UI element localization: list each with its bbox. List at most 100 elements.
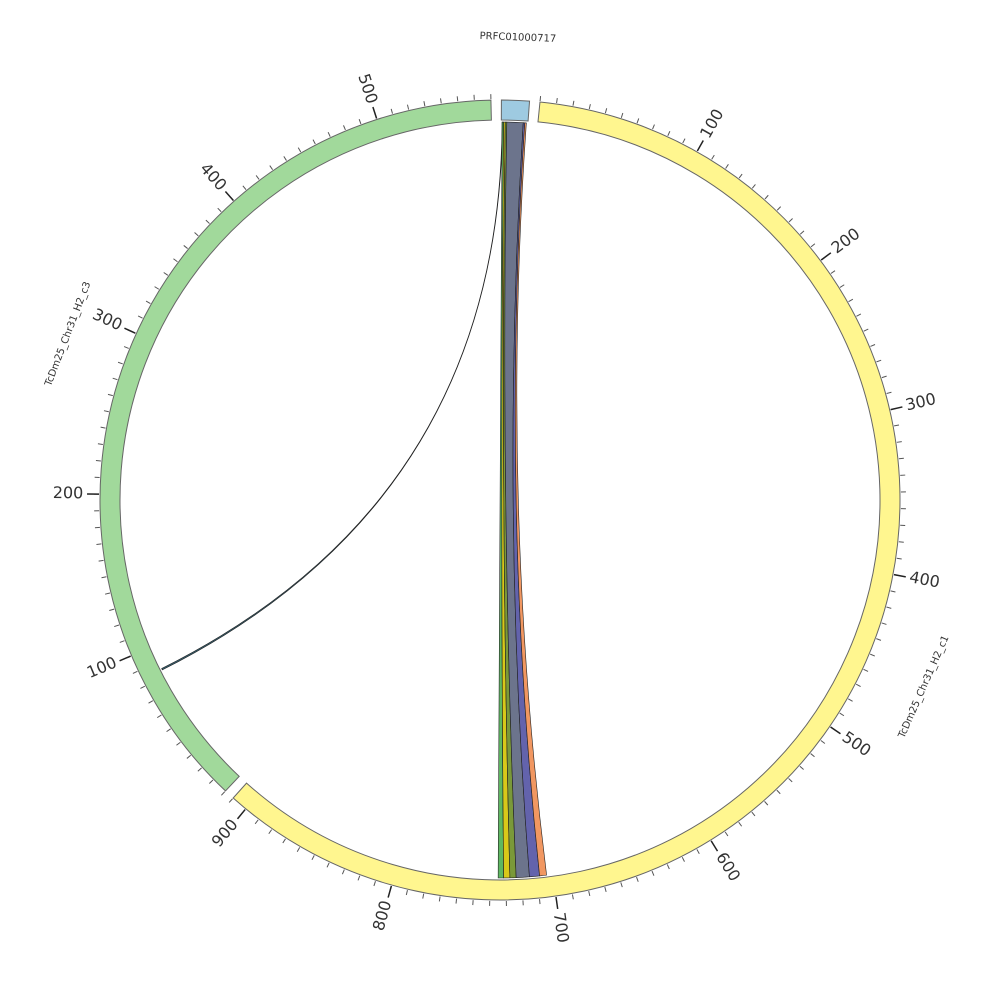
minor-tick [107,393,113,397]
tick-label: 200 [828,224,864,258]
major-tick [893,573,906,578]
minor-tick [205,219,210,224]
minor-tick [620,882,623,888]
minor-tick [881,375,887,379]
minor-tick [636,118,640,124]
minor-tick [297,147,302,153]
major-tick [372,106,378,119]
minor-tick [197,767,202,772]
tick-label: 400 [908,567,942,591]
minor-tick [438,896,441,902]
minor-tick [810,753,815,758]
minor-tick [209,779,214,784]
minor-tick [455,898,458,904]
minor-tick [820,740,826,744]
minor-tick [856,313,862,317]
major-tick [710,840,719,852]
minor-tick [620,112,624,118]
minor-tick [881,622,887,625]
minor-tick [228,798,233,803]
minor-tick [764,801,769,806]
major-tick [119,655,131,662]
tick-label: 400 [196,159,231,194]
minor-tick [311,855,315,861]
tick-label: 500 [354,71,381,106]
minor-tick [696,849,700,854]
segment-label: PRFC01000717 [479,31,556,45]
minor-tick [132,670,138,674]
minor-tick [326,862,330,868]
minor-tick [876,638,882,641]
tick-label: 800 [369,898,396,933]
minor-tick [788,218,793,223]
minor-tick [886,606,892,609]
major-tick [696,140,704,152]
link [161,121,503,671]
minor-tick [269,165,274,170]
minor-tick [96,543,102,545]
minor-tick [194,232,199,237]
major-tick [830,726,841,735]
tick-label: 100 [696,105,728,141]
tick-label: 300 [904,389,938,414]
minor-tick [114,624,120,628]
minor-tick [156,714,162,719]
minor-tick [572,100,575,106]
minor-tick [588,104,591,110]
minor-tick [163,272,169,276]
minor-tick [764,194,769,200]
minor-tick [863,328,869,332]
minor-tick [667,131,671,137]
minor-tick [148,700,154,704]
minor-tick [738,173,743,179]
minor-tick [98,559,104,562]
minor-tick [876,359,882,363]
minor-tick [422,893,425,899]
minor-tick [242,185,247,190]
minor-tick [123,346,129,349]
minor-tick [101,576,107,579]
minor-tick [358,119,362,125]
major-tick [890,406,903,411]
minor-tick [100,426,106,429]
major-tick [555,896,559,910]
minor-tick [176,741,181,746]
tick-label: 900 [208,815,242,851]
tick-label: 200 [53,483,84,502]
minor-tick [145,300,151,305]
minor-tick [890,590,896,593]
tick-label: 100 [84,653,120,682]
minor-tick [456,96,459,102]
minor-tick [651,870,655,876]
minor-tick [556,97,558,104]
tick-label: 700 [550,911,573,944]
segment [232,101,901,901]
minor-tick [588,890,591,897]
minor-tick [788,778,793,783]
minor-tick [855,683,861,687]
major-tick [820,252,832,261]
major-tick [124,327,136,334]
minor-tick [166,728,171,733]
minor-tick [327,131,331,137]
minor-tick [776,789,781,795]
minor-tick [112,377,118,381]
segment [99,99,492,792]
minor-tick [283,156,287,161]
minor-tick [604,108,608,114]
minor-tick [117,361,123,365]
minor-tick [604,886,607,893]
minor-tick [220,791,226,796]
minor-tick [390,108,393,114]
minor-tick [847,698,853,702]
minor-tick [440,98,442,104]
minor-tick [571,894,574,900]
minor-tick [898,457,904,460]
minor-tick [636,876,639,882]
minor-tick [839,284,845,288]
minor-tick [724,831,729,837]
major-tick [387,885,393,898]
segment [500,99,531,122]
minor-tick [341,869,345,875]
